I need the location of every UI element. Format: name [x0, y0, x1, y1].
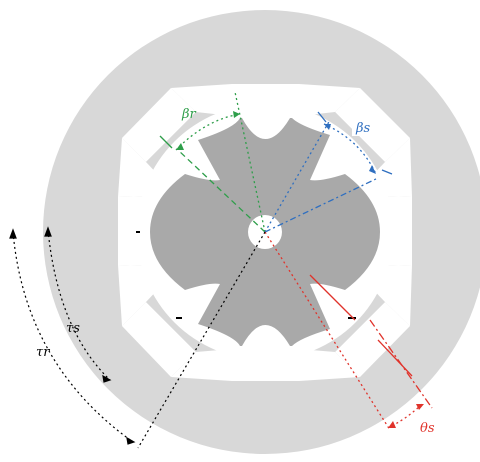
tau-r-arrow-top [9, 228, 17, 239]
tau-s-label: τs [66, 321, 80, 336]
tau-r-arc [12, 231, 134, 443]
slot-bottom-left [122, 302, 196, 377]
beta-s-label: βs [355, 121, 371, 136]
beta-s-ref-line-1 [264, 119, 331, 233]
theta-s-ref-line-2 [309, 274, 356, 321]
beta-s-tick-1 [317, 111, 327, 123]
tau-ref-line [137, 231, 266, 449]
beta-s-annotation [264, 111, 393, 233]
beta-s-arrow-bottom [369, 165, 376, 174]
tau-s-arc [47, 229, 111, 381]
beta-s-label-bg [352, 118, 376, 136]
beta-r-ref-line-2 [234, 91, 266, 233]
beta-r-annotation [159, 91, 266, 233]
theta-s-annotation [264, 231, 433, 431]
beta-s-tick-2 [381, 169, 393, 175]
tau-s-arrow-bottom [102, 374, 112, 383]
tau-s-arrow-top [44, 226, 52, 237]
theta-s-arrow-2 [416, 404, 424, 410]
slot-inner-bot-r [299, 349, 360, 381]
beta-r-label: βr [181, 107, 197, 122]
slot-inner-top-l [171, 84, 232, 116]
slot-inner-tl [118, 138, 175, 197]
slot-inner-bl [118, 265, 175, 326]
beta-s-arrow-top [324, 124, 331, 130]
theta-s-ref-line-1 [264, 231, 391, 431]
slot-top-left [122, 88, 196, 162]
theta-s-seg [377, 339, 413, 377]
slot-inner-top-r [299, 84, 360, 116]
beta-r-tick [159, 135, 173, 149]
theta-s-arrow-1 [388, 421, 396, 428]
beta-r-arrow-right [233, 111, 240, 118]
slot-inner-tr [356, 138, 412, 197]
beta-r-arrow-left [176, 143, 184, 150]
tau-r-arrow-bottom [126, 436, 136, 445]
tau-annotation [9, 226, 266, 449]
slot-inner-bot-l [171, 349, 232, 381]
slot-bottom-right [335, 302, 410, 377]
theta-s-label: θs [420, 421, 435, 436]
stator-slots [118, 84, 412, 381]
tau-r-label: τr [36, 345, 50, 360]
slot-inner-br [356, 265, 412, 326]
